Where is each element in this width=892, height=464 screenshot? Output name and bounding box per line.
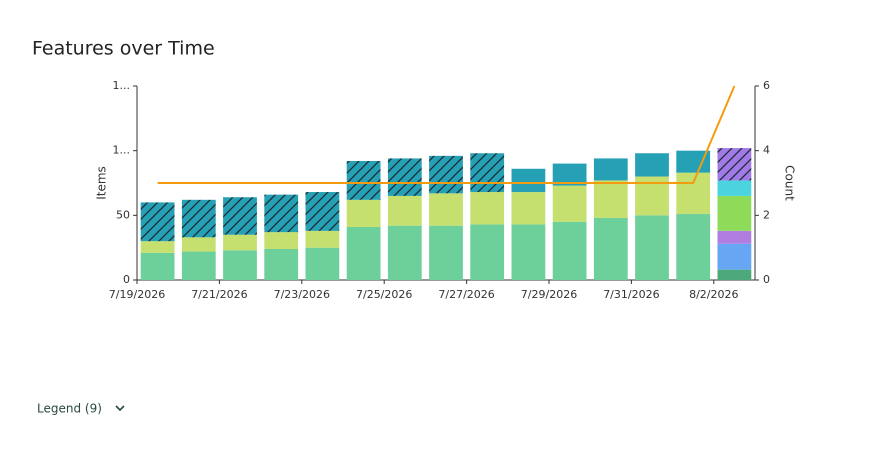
bar-segment	[717, 180, 752, 196]
bar-segment	[676, 214, 711, 280]
bar-segment	[635, 215, 669, 280]
bar-segment	[140, 252, 175, 280]
y-tick-label: 0	[123, 273, 130, 286]
y-axis-title: Items	[95, 166, 109, 200]
bar-segment	[552, 221, 587, 280]
bar-segment	[346, 226, 381, 280]
bar-segment	[676, 150, 711, 173]
bar-segment	[593, 158, 628, 181]
bar-segment	[470, 153, 505, 193]
bar-segment	[717, 243, 752, 270]
bar-segment	[264, 194, 299, 233]
bar-segment	[635, 153, 669, 177]
y2-tick-label: 4	[763, 144, 770, 157]
x-tick-label: 7/29/2026	[521, 288, 577, 301]
chevron-icon[interactable]	[115, 405, 125, 412]
bar-segment	[346, 161, 381, 200]
bar-segment	[181, 251, 216, 280]
y-tick-label: 1...	[113, 144, 131, 157]
bar-segment	[346, 199, 381, 227]
legend-toggle[interactable]: Legend (9)	[37, 402, 125, 416]
count-line	[157, 85, 736, 184]
bar-segment	[429, 155, 463, 194]
x-tick-label: 8/2/2026	[689, 288, 738, 301]
bar-segment	[717, 230, 752, 244]
bar-segment	[429, 193, 463, 226]
y2-axis-title: Count	[783, 165, 797, 201]
bar-segment	[387, 225, 422, 280]
bar-segment	[140, 202, 175, 242]
bar-segment	[676, 172, 711, 215]
x-tick-label: 7/27/2026	[438, 288, 494, 301]
x-tick-label: 7/21/2026	[191, 288, 247, 301]
bar-segment	[511, 224, 546, 280]
bar-segment	[140, 241, 175, 253]
y2-tick-label: 6	[763, 79, 770, 92]
legend-toggle-label[interactable]: Legend (9)	[37, 402, 102, 416]
chart-title: Features over Time	[32, 38, 215, 60]
bar-segment	[264, 232, 299, 249]
bar-segment	[717, 195, 752, 231]
bar-segment	[470, 224, 505, 280]
y2-tick-label: 0	[763, 273, 770, 286]
bar-segment	[223, 234, 257, 251]
bar-segment	[552, 163, 587, 186]
x-tick-label: 7/25/2026	[356, 288, 412, 301]
bar-segment	[387, 195, 422, 226]
bar-segment	[717, 269, 752, 280]
bar-segment	[387, 158, 422, 196]
bar-segment	[305, 192, 340, 231]
bar-segment	[593, 180, 628, 218]
x-tick-label: 7/31/2026	[603, 288, 659, 301]
bar-segment	[305, 247, 340, 280]
y-tick-label: 1...	[113, 79, 131, 92]
bar-segment	[552, 185, 587, 222]
bar-segment	[717, 148, 752, 181]
bar-segment	[181, 237, 216, 252]
bar-segment	[429, 225, 463, 280]
bar-segment	[264, 248, 299, 280]
bar-segment	[305, 230, 340, 248]
bar-segment	[511, 192, 546, 225]
bar-segment	[511, 168, 546, 193]
x-tick-label: 7/19/2026	[109, 288, 165, 301]
y2-tick-label: 2	[763, 208, 770, 221]
bar-segment	[223, 197, 257, 235]
y-tick-label: 50	[116, 208, 130, 221]
bar-segment	[181, 199, 216, 238]
bar-segment	[470, 192, 505, 225]
bar-segment	[223, 250, 257, 280]
x-tick-label: 7/23/2026	[274, 288, 330, 301]
bar-segment	[593, 217, 628, 280]
